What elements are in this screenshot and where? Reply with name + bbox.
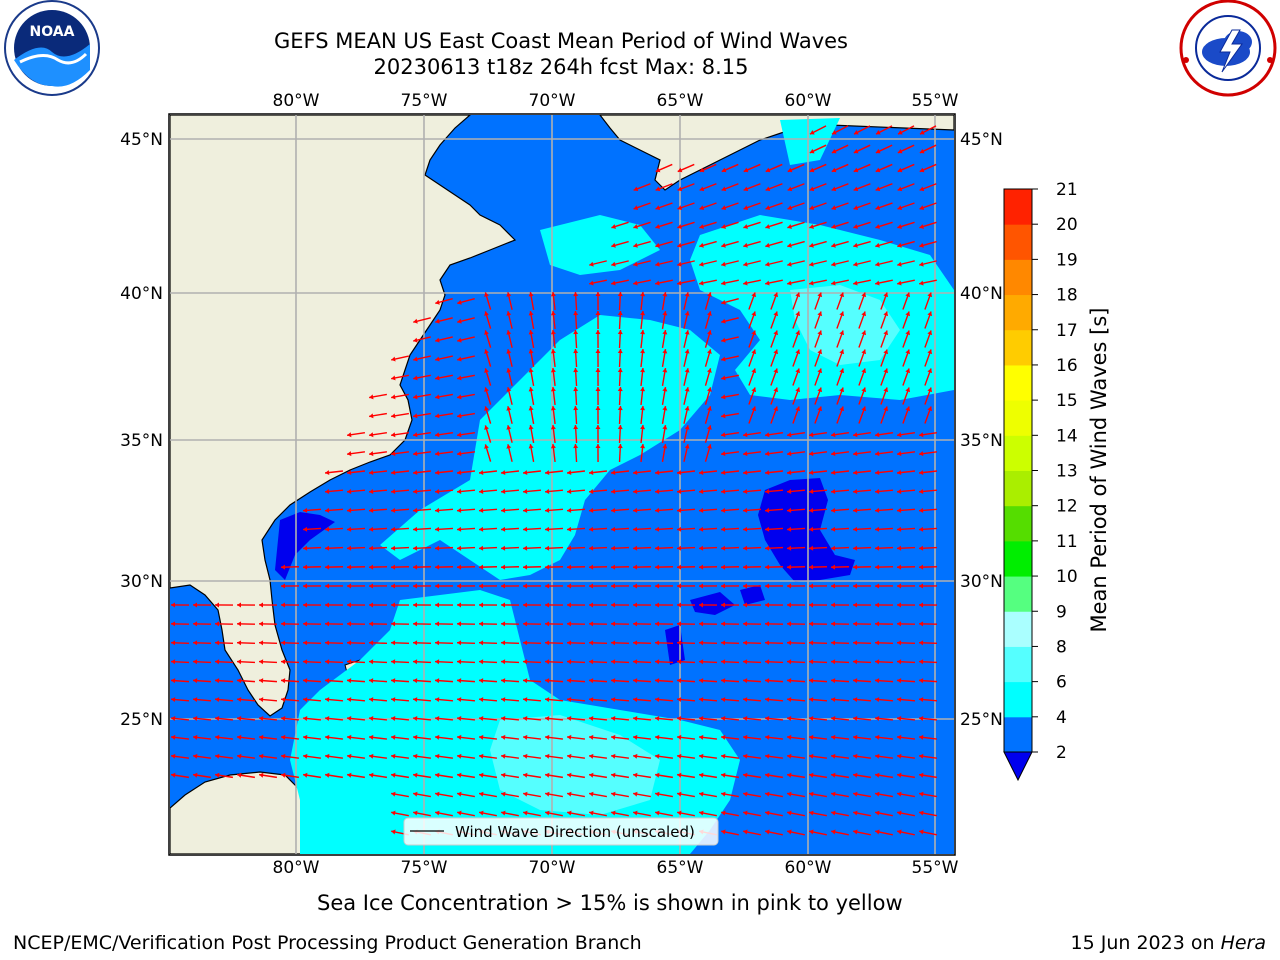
colorbar-tick-label: 15	[1056, 391, 1078, 411]
lon-label-bottom: 70°W	[529, 858, 576, 878]
map-frame	[168, 113, 956, 856]
lon-label-top: 75°W	[401, 91, 448, 111]
land-mainland	[170, 115, 517, 717]
lon-label-top: 80°W	[273, 91, 320, 111]
colorbar-tick-label: 16	[1056, 356, 1078, 376]
date-text: 15 Jun 2023 on	[1070, 932, 1221, 954]
lon-labels-top: 80°W 75°W 70°W 65°W 60°W 55°W	[273, 91, 959, 111]
lon-label-bottom: 60°W	[785, 858, 832, 878]
lat-label-right: 30°N	[960, 572, 1003, 592]
lat-label-left: 40°N	[120, 284, 163, 304]
colorbar-segment	[1004, 505, 1032, 542]
colorbar-tick-label: 11	[1056, 532, 1078, 552]
machine-name: Hera	[1220, 932, 1266, 954]
colorbar-tick-label: 9	[1056, 602, 1067, 622]
sea-ice-note: Sea Ice Concentration > 15% is shown in …	[317, 891, 903, 915]
lat-label-right: 35°N	[960, 431, 1003, 451]
colorbar-segment	[1004, 364, 1032, 401]
lon-label-top: 65°W	[657, 91, 704, 111]
colorbar-tick-label: 14	[1056, 426, 1078, 446]
lon-label-bottom: 80°W	[273, 858, 320, 878]
nws-logo	[1179, 0, 1277, 97]
colorbar-segment	[1004, 470, 1032, 507]
colorbar-label: Mean Period of Wind Waves [s]	[1087, 308, 1111, 633]
colorbar-tick-label: 20	[1056, 215, 1078, 235]
lat-label-right: 25°N	[960, 710, 1003, 730]
colorbar-segment	[1004, 329, 1032, 366]
lon-label-bottom: 75°W	[401, 858, 448, 878]
legend-label: Wind Wave Direction (unscaled)	[455, 823, 695, 841]
credit-text: NCEP/EMC/Verification Post Processing Pr…	[13, 932, 642, 954]
colorbar-tick-label: 17	[1056, 321, 1078, 341]
colorbar-segment	[1004, 294, 1032, 331]
colorbar-segment	[1004, 435, 1032, 471]
colorbar-tick-label: 4	[1056, 708, 1067, 728]
title-line-1: GEFS MEAN US East Coast Mean Period of W…	[274, 29, 848, 53]
noaa-logo-text: NOAA	[30, 24, 75, 40]
colorbar-segment	[1004, 400, 1032, 436]
colorbar-segment	[1004, 259, 1032, 296]
colorbar-under-arrow	[1003, 751, 1033, 782]
lon-label-top: 60°W	[785, 91, 832, 111]
graticule	[170, 115, 954, 854]
lon-labels-bottom: 80°W 75°W 70°W 65°W 60°W 55°W	[273, 858, 959, 878]
colorbar-tick-label: 18	[1056, 286, 1078, 306]
noaa-logo: NOAA	[4, 0, 100, 96]
lat-label-right: 45°N	[960, 130, 1003, 150]
colorbar-tick-label: 8	[1056, 637, 1067, 657]
lon-label-top: 70°W	[529, 91, 576, 111]
date-stamp: 15 Jun 2023 on Hera	[1071, 932, 1266, 954]
colorbar-segment	[1004, 576, 1032, 612]
map-canvas: Wind Wave Direction (unscaled)	[170, 115, 954, 854]
colorbar-segment	[1004, 189, 1032, 225]
land-nova-scotia	[599, 115, 954, 191]
colorbar-segment	[1004, 224, 1032, 260]
lat-label-left: 30°N	[120, 572, 163, 592]
colorbar-segment	[1004, 540, 1032, 577]
colorbar-tick-label: 12	[1056, 497, 1078, 517]
colorbar: 2 4 6 8 9 10 11 12 13 14 15 16 17 18 19 20 21	[1003, 180, 1078, 782]
colorbar-segment	[1004, 716, 1032, 753]
lat-label-left: 25°N	[120, 710, 163, 730]
lat-label-left: 45°N	[120, 130, 163, 150]
colorbar-tick-label: 13	[1056, 462, 1078, 482]
lon-label-bottom: 65°W	[657, 858, 704, 878]
colorbar-segment	[1004, 681, 1032, 718]
colorbar-segment	[1004, 646, 1032, 683]
lat-label-right: 40°N	[960, 284, 1003, 304]
lon-label-bottom: 55°W	[912, 858, 959, 878]
lat-label-left: 35°N	[120, 431, 163, 451]
colorbar-segment	[1004, 611, 1032, 647]
lat-labels-right: 45°N 40°N 35°N 30°N 25°N	[960, 130, 1003, 730]
colorbar-tick-label: 6	[1056, 673, 1067, 693]
colorbar-tick-label: 21	[1056, 180, 1078, 200]
period-6-8-region	[490, 285, 900, 815]
lat-labels-left: 45°N 40°N 35°N 30°N 25°N	[120, 130, 163, 730]
colorbar-tick-label: 2	[1056, 743, 1067, 763]
direction-legend: Wind Wave Direction (unscaled)	[403, 817, 719, 846]
title-line-2: 20230613 t18z 264h fcst Max: 8.15	[374, 55, 749, 79]
wind-wave-arrows	[170, 125, 938, 836]
colorbar-tick-label: 10	[1056, 567, 1078, 587]
colorbar-tick-label: 19	[1056, 250, 1078, 270]
lon-label-top: 55°W	[912, 91, 959, 111]
